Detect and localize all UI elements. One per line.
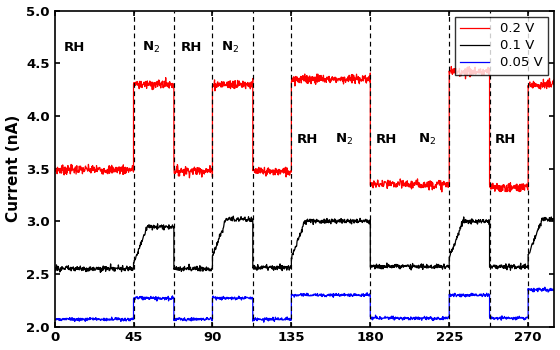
0.1 V: [185, 268, 192, 272]
0.05 V: [287, 316, 293, 321]
0.2 V: [54, 172, 60, 176]
0.1 V: [97, 270, 104, 274]
0.2 V: [58, 171, 64, 175]
0.05 V: [58, 318, 64, 323]
0.2 V: [240, 82, 246, 86]
Line: 0.05 V: 0.05 V: [54, 287, 554, 322]
0.1 V: [51, 265, 58, 269]
0.1 V: [58, 268, 64, 272]
0.05 V: [260, 320, 267, 324]
0.05 V: [542, 285, 548, 289]
Text: N$_2$: N$_2$: [418, 132, 436, 147]
0.2 V: [323, 80, 330, 85]
0.2 V: [551, 84, 558, 88]
0.05 V: [185, 316, 192, 321]
Line: 0.1 V: 0.1 V: [54, 216, 554, 272]
Text: RH: RH: [376, 133, 397, 146]
Text: RH: RH: [297, 133, 318, 146]
0.05 V: [323, 294, 330, 298]
Text: RH: RH: [495, 133, 516, 146]
0.2 V: [438, 190, 445, 194]
Y-axis label: Current (nA): Current (nA): [6, 115, 21, 222]
0.2 V: [287, 172, 293, 176]
0.2 V: [185, 169, 192, 173]
Legend: 0.2 V, 0.1 V, 0.05 V: 0.2 V, 0.1 V, 0.05 V: [455, 17, 548, 75]
0.05 V: [54, 317, 60, 322]
Text: N$_2$: N$_2$: [142, 40, 160, 55]
0.2 V: [51, 163, 58, 168]
0.1 V: [230, 214, 237, 218]
Text: RH: RH: [181, 41, 202, 54]
0.05 V: [551, 287, 558, 292]
Text: N$_2$: N$_2$: [221, 40, 239, 55]
0.1 V: [241, 217, 248, 222]
0.05 V: [240, 296, 246, 301]
0.2 V: [448, 64, 455, 69]
Text: N$_2$: N$_2$: [335, 132, 353, 147]
0.1 V: [54, 268, 60, 273]
0.1 V: [324, 216, 330, 221]
0.1 V: [551, 216, 558, 221]
0.05 V: [51, 317, 58, 321]
0.1 V: [287, 266, 294, 270]
Text: RH: RH: [63, 41, 85, 54]
Line: 0.2 V: 0.2 V: [54, 66, 554, 192]
